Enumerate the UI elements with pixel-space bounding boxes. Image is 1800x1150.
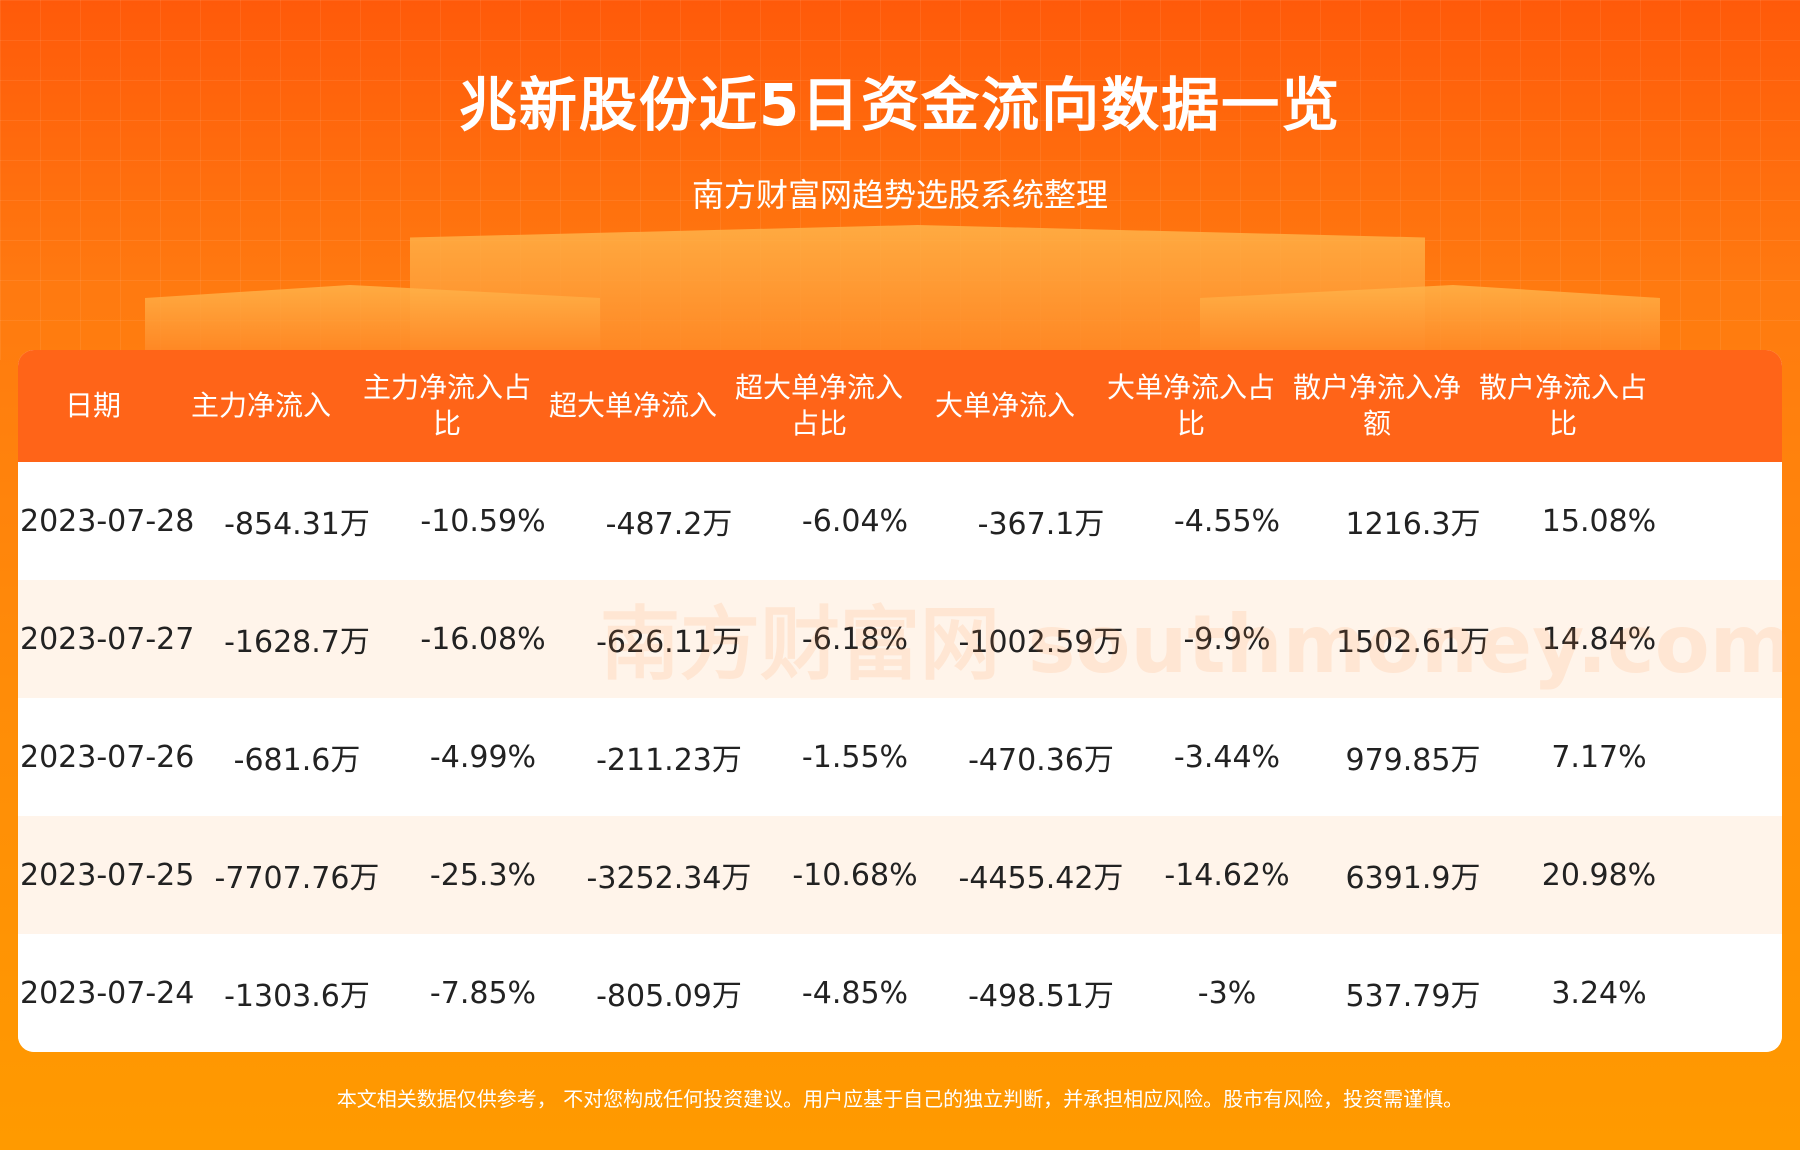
- value-cell: -805.09万: [596, 979, 742, 1014]
- date-cell: 2023-07-25: [20, 857, 195, 893]
- table-row: 2023-07-24 -1303.6万 -7.85% -805.09万 -4.85% -4…: [18, 934, 1782, 1052]
- value-cell: -1303.6万: [224, 979, 370, 1014]
- value-cell: -487.2万: [605, 507, 733, 542]
- value-cell: -498.51万: [968, 979, 1114, 1014]
- value-cell: 537.79万: [1345, 979, 1481, 1014]
- value-cell: -7707.76万: [214, 861, 380, 896]
- column-header: 大单净流入占比: [1106, 371, 1275, 440]
- value-cell: 20.98%: [1541, 857, 1657, 893]
- value-cell: 6391.9万: [1345, 861, 1481, 896]
- value-cell: -10.68%: [792, 857, 918, 893]
- value-cell: 1502.61万: [1335, 625, 1491, 660]
- value-cell: -3.44%: [1173, 739, 1281, 775]
- value-cell: -4455.42万: [958, 861, 1124, 896]
- decor-block: [1200, 285, 1660, 350]
- fund-flow-table: 日期 主力净流入 主力净流入占比 超大单净流入 超大单净流入占比 大单净流入 大单净流入占比…: [18, 350, 1782, 1052]
- column-header: 散户净流入占比: [1478, 371, 1647, 440]
- column-header: 超大单净流入: [548, 389, 717, 422]
- table-header: 日期 主力净流入 主力净流入占比 超大单净流入 超大单净流入占比 大单净流入 大单净流入占比…: [18, 350, 1782, 462]
- value-cell: -3252.34万: [586, 861, 752, 896]
- column-header: 主力净流入占比: [362, 371, 531, 440]
- value-cell: -14.62%: [1164, 857, 1290, 893]
- disclaimer: 本文相关数据仅供参考， 不对您构成任何投资建议。用户应基于自己的独立判断，并承担…: [336, 1087, 1464, 1111]
- value-cell: -854.31万: [224, 507, 370, 542]
- value-cell: 1216.3万: [1345, 507, 1481, 542]
- value-cell: -1.55%: [801, 739, 909, 775]
- column-header: 主力净流入: [190, 389, 331, 422]
- value-cell: -10.59%: [420, 503, 546, 539]
- column-header: 大单净流入: [934, 389, 1075, 422]
- value-cell: -4.55%: [1173, 503, 1281, 539]
- value-cell: -3%: [1197, 975, 1257, 1011]
- value-cell: -7.85%: [429, 975, 537, 1011]
- value-cell: -25.3%: [429, 857, 537, 893]
- table-row: 2023-07-26 -681.6万 -4.99% -211.23万 -1.55% -47…: [18, 698, 1782, 816]
- table-row: 2023-07-27 -1628.7万 -16.08% -626.11万 -6.18% -…: [18, 580, 1782, 698]
- table-row: 2023-07-28 -854.31万 -10.59% -487.2万 -6.04% -3…: [18, 462, 1782, 580]
- value-cell: -16.08%: [420, 621, 546, 657]
- value-cell: -470.36万: [968, 743, 1114, 778]
- value-cell: 15.08%: [1541, 503, 1657, 539]
- value-cell: -4.85%: [801, 975, 909, 1011]
- column-header: 日期: [64, 389, 121, 422]
- value-cell: -4.99%: [429, 739, 537, 775]
- date-cell: 2023-07-27: [20, 621, 195, 657]
- date-cell: 2023-07-28: [20, 503, 195, 539]
- table-row: 2023-07-25 -7707.76万 -25.3% -3252.34万 -10.68…: [18, 816, 1782, 934]
- value-cell: -1628.7万: [224, 625, 370, 660]
- date-cell: 2023-07-24: [20, 975, 195, 1011]
- value-cell: 14.84%: [1541, 621, 1657, 657]
- value-cell: 3.24%: [1551, 975, 1647, 1011]
- date-cell: 2023-07-26: [20, 739, 195, 775]
- value-cell: -681.6万: [233, 743, 361, 778]
- page-subtitle: 南方财富网趋势选股系统整理: [691, 176, 1108, 214]
- value-cell: -1002.59万: [958, 625, 1124, 660]
- value-cell: -6.18%: [801, 621, 909, 657]
- column-header: 散户净流入净额: [1292, 371, 1461, 440]
- value-cell: -626.11万: [596, 625, 742, 660]
- value-cell: 7.17%: [1551, 739, 1647, 775]
- page-title: 兆新股份近5日资金流向数据一览: [458, 71, 1342, 139]
- value-cell: 979.85万: [1345, 743, 1481, 778]
- value-cell: -211.23万: [596, 743, 742, 778]
- value-cell: -367.1万: [977, 507, 1105, 542]
- column-header: 超大单净流入占比: [734, 371, 903, 440]
- value-cell: -6.04%: [801, 503, 909, 539]
- value-cell: -9.9%: [1183, 621, 1271, 657]
- decor-block: [145, 285, 600, 350]
